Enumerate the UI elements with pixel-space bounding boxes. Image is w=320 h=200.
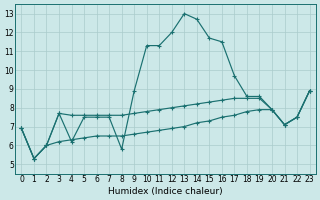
X-axis label: Humidex (Indice chaleur): Humidex (Indice chaleur) <box>108 187 223 196</box>
